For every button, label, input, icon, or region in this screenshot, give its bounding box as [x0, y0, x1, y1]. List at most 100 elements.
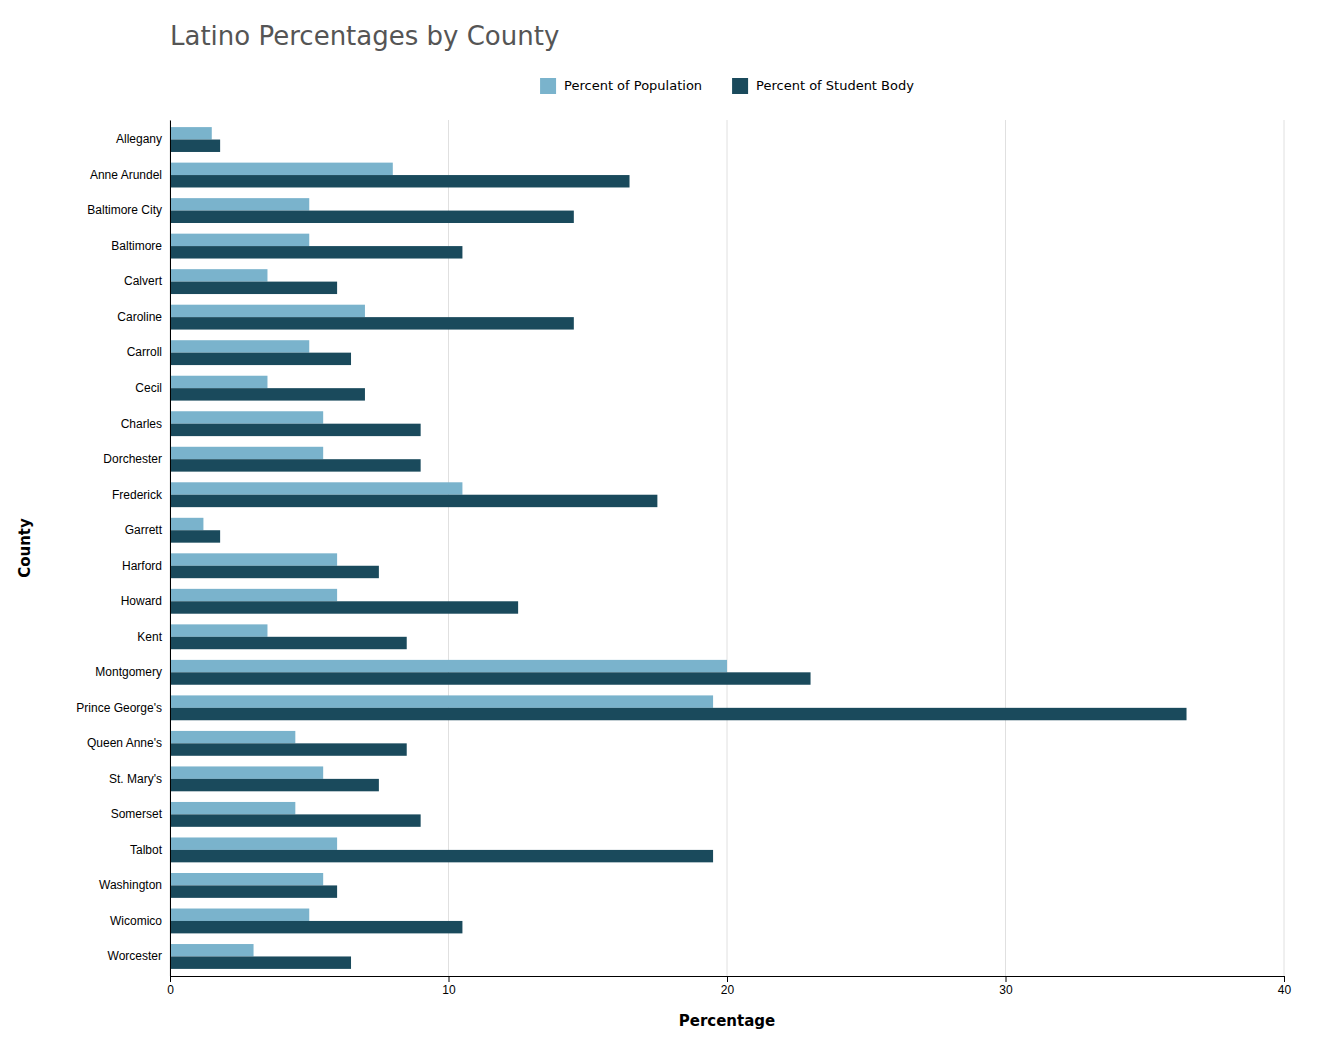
tick: 30	[999, 976, 1013, 997]
bar	[170, 695, 713, 707]
bar	[170, 163, 393, 175]
bar	[170, 447, 323, 459]
bar	[170, 909, 309, 921]
tick: 0	[167, 976, 174, 997]
bar	[170, 530, 220, 542]
tick-label: 0	[167, 983, 174, 997]
tick: 10	[442, 976, 456, 997]
bar	[170, 779, 379, 791]
grid-line	[1005, 120, 1006, 976]
tick: Allegany	[116, 132, 170, 146]
tick: Caroline	[117, 310, 170, 324]
tick: Worcester	[108, 949, 170, 963]
tick-label: Montgomery	[95, 665, 162, 679]
tick: Howard	[121, 594, 170, 608]
bar	[170, 495, 657, 507]
tick-label: Allegany	[116, 132, 162, 146]
tick: Dorchester	[103, 452, 170, 466]
bar	[170, 353, 351, 365]
tick: Carroll	[127, 345, 170, 359]
tick: Frederick	[112, 488, 170, 502]
bar	[170, 305, 365, 317]
tick-label: Caroline	[117, 310, 162, 324]
grid-line	[170, 120, 171, 976]
tick-label: Charles	[121, 417, 162, 431]
bar	[170, 553, 337, 565]
legend: Percent of Population Percent of Student …	[540, 78, 914, 94]
bar	[170, 660, 727, 672]
tick-label: Baltimore City	[87, 203, 162, 217]
legend-label: Percent of Student Body	[756, 78, 914, 93]
bar	[170, 624, 267, 636]
grid-line	[1284, 120, 1285, 976]
bar	[170, 424, 421, 436]
bar	[170, 376, 267, 388]
bar	[170, 921, 462, 933]
tick-label: 40	[1278, 983, 1292, 997]
axis-line	[170, 121, 171, 977]
tick: 20	[721, 976, 735, 997]
bars	[170, 127, 1187, 969]
tick-label: Cecil	[135, 381, 162, 395]
grid	[170, 120, 1284, 976]
tick: Kent	[137, 630, 170, 644]
tick-label: Anne Arundel	[90, 168, 162, 182]
tick-label: Frederick	[112, 488, 163, 502]
bar	[170, 802, 295, 814]
tick-mark	[1006, 976, 1007, 982]
bar	[170, 388, 365, 400]
tick: St. Mary's	[109, 772, 170, 786]
bar	[170, 566, 379, 578]
tick: Talbot	[130, 843, 170, 857]
bar	[170, 672, 811, 684]
tick: Prince George's	[76, 701, 170, 715]
tick-label: Howard	[121, 594, 162, 608]
bar	[170, 944, 254, 956]
x-axis-title: Percentage	[679, 1012, 776, 1030]
bar	[170, 743, 407, 755]
tick: Montgomery	[95, 665, 170, 679]
tick-label: Dorchester	[103, 452, 162, 466]
tick-label: Prince George's	[76, 701, 162, 715]
chart: 0 10 20 30 40 Allegany Anne Arundel Baltimore C…	[0, 0, 1334, 1056]
tick: Cecil	[135, 381, 170, 395]
bar	[170, 837, 337, 849]
bar	[170, 175, 630, 187]
tick-mark	[1284, 976, 1285, 982]
bar	[170, 589, 337, 601]
tick-label: Garrett	[125, 523, 163, 537]
bar	[170, 482, 462, 494]
tick-label: Talbot	[130, 843, 163, 857]
legend-item: Percent of Population	[540, 78, 702, 94]
tick-label: Wicomico	[110, 914, 162, 928]
axis-line	[171, 977, 1285, 983]
tick-label: Baltimore	[111, 239, 162, 253]
tick-mark	[727, 976, 728, 982]
tick-label: 10	[442, 983, 456, 997]
bar	[170, 411, 323, 423]
bar	[170, 637, 407, 649]
bar	[170, 601, 518, 613]
tick: Washington	[99, 878, 170, 892]
tick-label: Kent	[137, 630, 162, 644]
legend-swatch	[732, 78, 748, 94]
bar	[170, 885, 337, 897]
legend-item: Percent of Student Body	[732, 78, 914, 94]
bar	[170, 127, 212, 139]
bar	[170, 518, 203, 530]
bar	[170, 234, 309, 246]
bar-series	[170, 140, 1187, 969]
title: Latino Percentages by County	[170, 21, 559, 51]
bar	[170, 211, 574, 223]
legend-swatch	[540, 78, 556, 94]
bar	[170, 198, 309, 210]
bar	[170, 956, 351, 968]
tick-label: Calvert	[124, 274, 163, 288]
grid-line	[727, 120, 728, 976]
y-axis-title: County	[16, 518, 34, 578]
bar	[170, 731, 295, 743]
tick-mark	[449, 976, 450, 982]
tick: Anne Arundel	[90, 168, 170, 182]
tick-label: Queen Anne's	[87, 736, 162, 750]
bar	[170, 814, 421, 826]
